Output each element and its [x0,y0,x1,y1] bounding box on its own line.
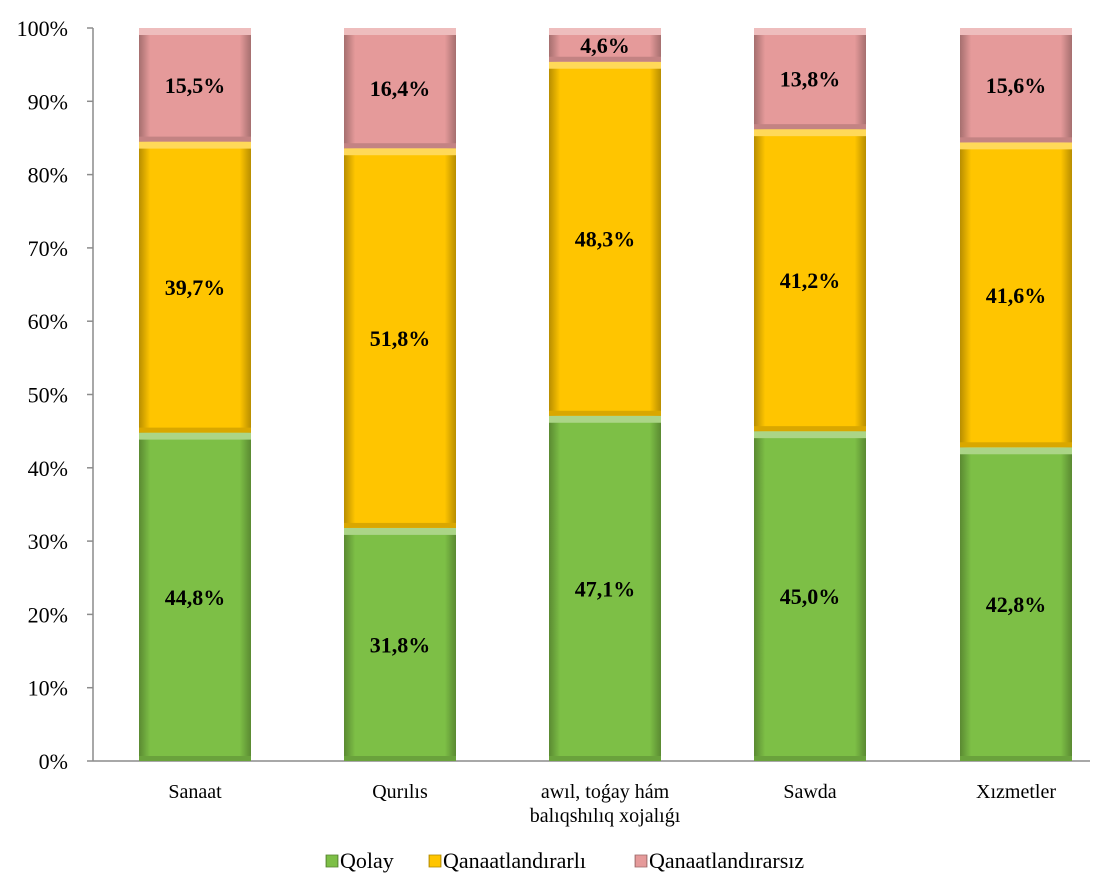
bar-segment [344,28,456,149]
bar-segment [139,28,251,142]
data-label: 44,8% [165,585,226,610]
data-label: 13,8% [780,67,841,92]
data-label: 51,8% [370,326,431,351]
bar-segment-highlight [139,28,251,35]
y-tick-label: 0% [39,749,68,774]
bar-segment [549,415,661,761]
bar-segment-edge [960,442,1072,448]
data-label: 31,8% [370,632,431,657]
y-tick-label: 40% [28,456,68,481]
legend: Qolay Qanaatlandırarlı Qanaatlandırarsız [325,848,804,873]
data-labels: 44,8% 39,7% 15,5% 31,8% 51,8% 16,4% 47,1% 48,3%… [165,33,1047,658]
legend-swatch [325,854,339,868]
bar-segment-edge [549,756,661,761]
bar-segment [344,527,456,761]
data-label: 4,6% [580,33,630,58]
bar-segment [960,142,1072,448]
y-tick-label: 10% [28,676,68,701]
bar-segment-highlight [754,28,866,35]
bar-segment [549,61,661,416]
bar-segment-edge [960,756,1072,761]
data-label: 41,2% [780,268,841,293]
x-category-label: Sanaat [168,781,222,803]
bar-segment-highlight [139,432,251,440]
data-label: 45,0% [780,584,841,609]
bar-segment [139,432,251,761]
bar-segment-edge [754,756,866,761]
bar-segment [960,447,1072,761]
bar-segment [344,148,456,528]
data-label: 15,6% [986,73,1047,98]
bar-segment-edge [344,756,456,761]
x-category-label: Qurılıs [372,781,428,803]
data-label: 41,6% [986,283,1047,308]
bar-segment-edge [139,136,251,142]
legend-label: Qanaatlandırarlı [443,848,586,873]
bar-segment [754,431,866,761]
bar-segment [960,28,1072,143]
x-category-label: Xızmetler [976,781,1056,803]
legend-swatch [634,854,648,868]
legend-swatch [428,854,442,868]
bar-segment-highlight [960,28,1072,35]
bar-segment-highlight [960,447,1072,455]
bar-segment-highlight [344,527,456,535]
bar-segment-edge [754,426,866,432]
bar-segment-edge [139,756,251,761]
bar-segment-highlight [549,415,661,423]
bar-segment-edge [754,124,866,130]
y-tick-label: 90% [28,89,68,114]
y-tick-label: 30% [28,529,68,554]
y-tick-label: 70% [28,236,68,261]
y-tick-label: 20% [28,602,68,627]
bar-segment-highlight [344,148,456,156]
bar-segment-highlight [549,61,661,69]
y-tick-label: 80% [28,163,68,188]
axes: 0% 10% 20% 30% 40% 50% 60% 70% 80% 90% 100% Sanaat Q… [17,16,1090,827]
y-tick-label: 50% [28,383,68,408]
bar-segment-highlight [960,142,1072,150]
bar-segment-highlight [754,129,866,137]
data-label: 42,8% [986,592,1047,617]
bar-segment-highlight [139,141,251,149]
bar-segment-highlight [754,431,866,439]
bar-segment-edge [549,56,661,62]
bar-segment-edge [549,410,661,416]
x-category-label: Sawda [783,781,836,803]
bar-segment-edge [344,143,456,149]
bar-segment [754,28,866,130]
bar-segment-edge [960,137,1072,143]
y-tick-label: 60% [28,309,68,334]
data-label: 39,7% [165,275,226,300]
data-label: 47,1% [575,576,636,601]
bar-segment [139,141,251,433]
bar-segment-edge [344,522,456,528]
data-label: 16,4% [370,76,431,101]
bar-segment-highlight [344,28,456,35]
bar-segment-highlight [549,28,661,35]
bar-segment [754,129,866,432]
bar-segment-edge [139,427,251,433]
y-tick-label: 100% [17,16,68,41]
bars [139,28,1072,761]
x-category-label: awıl, toǵay hám [541,781,670,803]
legend-label: Qanaatlandırarsız [649,848,804,873]
data-label: 15,5% [165,73,226,98]
legend-label: Qolay [340,848,394,873]
x-category-label: balıqshılıq xojalıǵı [530,805,681,827]
data-label: 48,3% [575,227,636,252]
